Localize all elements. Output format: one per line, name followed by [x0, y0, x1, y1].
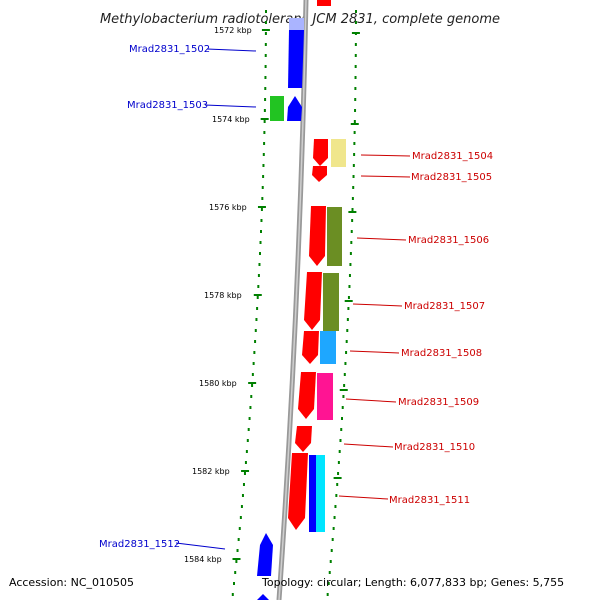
- gene-arrow-top-red[interactable]: [317, 0, 331, 6]
- kbp-label: 1578 kbp: [204, 291, 242, 300]
- gene-label-mrad2831-1509[interactable]: Mrad2831_1509: [398, 397, 479, 408]
- gene-box-mrad2831-1503[interactable]: [270, 96, 284, 121]
- gene-arrow-mrad2831-1502[interactable]: [288, 30, 304, 88]
- gene-box-mrad2831-1506[interactable]: [327, 207, 342, 266]
- gene-arrow-bottom-clip[interactable]: [257, 594, 269, 600]
- gene-arrow-mrad2831-1507[interactable]: [304, 272, 322, 330]
- gene-label-mrad2831-1506[interactable]: Mrad2831_1506: [408, 235, 489, 246]
- kbp-label: 1574 kbp: [212, 115, 250, 124]
- gene-arrow-mrad2831-1505[interactable]: [312, 166, 327, 182]
- kbp-label: 1572 kbp: [214, 26, 252, 35]
- gene-box-mrad2831-1504[interactable]: [331, 139, 346, 167]
- gene-label-mrad2831-1510[interactable]: Mrad2831_1510: [394, 442, 475, 453]
- gene-label-mrad2831-1512[interactable]: Mrad2831_1512: [99, 539, 180, 550]
- kbp-label: 1580 kbp: [199, 379, 237, 388]
- gene-label-mrad2831-1511[interactable]: Mrad2831_1511: [389, 495, 470, 506]
- scale-labels: 1572 kbp 1574 kbp 1576 kbp 1578 kbp 1580…: [184, 26, 252, 564]
- gene-box-mrad2831-1508[interactable]: [320, 331, 336, 364]
- gene-arrow-mrad2831-1510[interactable]: [295, 426, 312, 452]
- gene-arrow-mrad2831-1509[interactable]: [298, 372, 316, 419]
- gene-label-mrad2831-1507[interactable]: Mrad2831_1507: [404, 301, 485, 312]
- gene-box-mrad2831-1509[interactable]: [317, 373, 333, 420]
- kbp-label: 1584 kbp: [184, 555, 222, 564]
- kbp-label: 1582 kbp: [192, 467, 230, 476]
- kbp-label: 1576 kbp: [209, 203, 247, 212]
- gene-box-mrad2831-1507[interactable]: [323, 273, 339, 331]
- gene-arrow-mrad2831-1512[interactable]: [257, 533, 273, 576]
- gene-arrow-mrad2831-1506[interactable]: [309, 206, 326, 266]
- accession-text: Accession: NC_010505: [9, 576, 135, 589]
- gene-label-mrad2831-1505[interactable]: Mrad2831_1505: [411, 172, 492, 183]
- gene-arrow-mrad2831-1508[interactable]: [302, 331, 319, 364]
- gene-label-mrad2831-1503[interactable]: Mrad2831_1503: [127, 100, 208, 111]
- tick-marks: [231, 10, 360, 596]
- gene-arrow-mrad2831-1504[interactable]: [313, 139, 328, 166]
- gene-arrow-top-clip[interactable]: [289, 18, 304, 30]
- topology-text: Topology: circular; Length: 6,077,833 bp…: [262, 576, 565, 589]
- gene-arrow-mrad2831-1503[interactable]: [287, 96, 302, 121]
- gene-label-mrad2831-1504[interactable]: Mrad2831_1504: [412, 151, 493, 162]
- gene-arrow-mrad2831-1511[interactable]: [288, 453, 308, 530]
- label-leaders: [175, 48, 411, 550]
- gene-label-mrad2831-1508[interactable]: Mrad2831_1508: [401, 348, 482, 359]
- gene-box-mrad2831-1511-a[interactable]: [309, 455, 318, 532]
- gene-label-mrad2831-1502[interactable]: Mrad2831_1502: [129, 44, 210, 55]
- gene-box-mrad2831-1511-b[interactable]: [316, 455, 325, 532]
